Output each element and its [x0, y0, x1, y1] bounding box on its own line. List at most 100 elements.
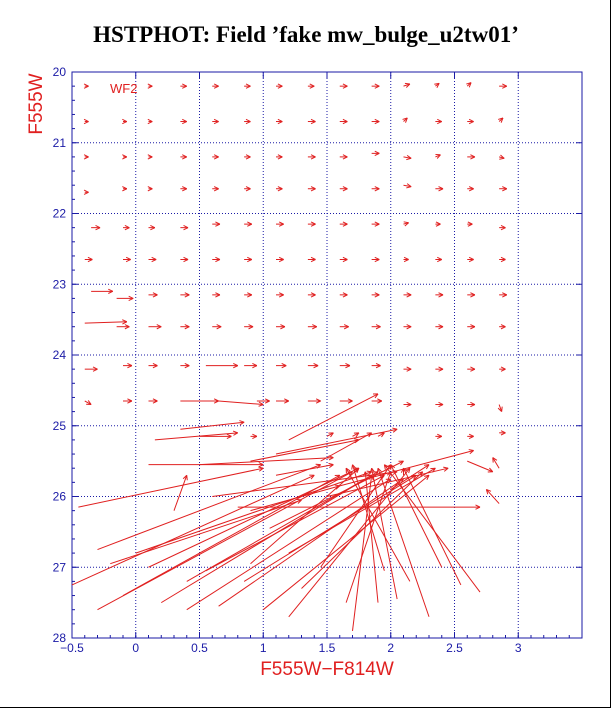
- arrow-mark: [237, 504, 481, 510]
- arrow-mark: [307, 118, 316, 125]
- arrow-mark: [180, 420, 245, 430]
- arrow-mark: [402, 117, 408, 123]
- arrow-mark: [256, 398, 270, 404]
- arrow-mark: [180, 362, 190, 369]
- arrow-mark: [244, 83, 251, 89]
- arrow-field: [71, 82, 507, 631]
- arrow-mark: [147, 118, 153, 125]
- arrow-mark: [123, 398, 133, 404]
- arrow-mark: [403, 366, 412, 372]
- x-tick-label: 1: [260, 641, 267, 655]
- arrow-mark: [499, 83, 507, 89]
- y-tick-label: 25: [53, 419, 67, 433]
- arrow-mark: [122, 154, 128, 160]
- arrow-mark: [307, 154, 316, 160]
- arrow-mark: [403, 256, 409, 263]
- arrow-mark: [154, 430, 239, 441]
- arrow-mark: [466, 82, 472, 88]
- y-tick-label: 26: [53, 490, 67, 504]
- arrow-mark: [250, 467, 360, 565]
- arrow-mark: [320, 432, 373, 462]
- arrow-mark: [276, 324, 286, 330]
- arrow-mark: [212, 154, 219, 160]
- arrow-mark: [122, 186, 128, 192]
- arrow-mark: [339, 292, 348, 298]
- panel-label: WF2: [110, 81, 137, 96]
- arrow-mark: [371, 362, 381, 369]
- arrow-mark: [275, 462, 334, 476]
- arrow-mark: [122, 474, 341, 596]
- arrow-mark: [371, 324, 381, 330]
- arrow-mark: [173, 474, 188, 511]
- arrow-mark: [244, 256, 252, 263]
- arrow-mark: [244, 362, 258, 369]
- arrow-mark: [435, 401, 444, 408]
- arrow-mark: [212, 256, 221, 263]
- arrow-mark: [467, 256, 474, 263]
- x-tick-label: 0: [132, 641, 139, 655]
- arrow-mark: [276, 154, 283, 160]
- arrow-mark: [435, 292, 444, 298]
- arrow-mark: [339, 256, 348, 263]
- arrow-mark: [212, 292, 221, 298]
- arrow-mark: [91, 225, 101, 231]
- arrow-mark: [339, 186, 348, 192]
- arrow-mark: [180, 324, 190, 330]
- y-tick-label: 20: [53, 65, 67, 79]
- arrow-mark: [276, 118, 283, 125]
- arrow-mark: [148, 292, 158, 298]
- arrow-mark: [467, 154, 476, 160]
- arrow-mark: [244, 324, 254, 330]
- arrow-mark: [435, 186, 444, 192]
- arrow-mark: [180, 186, 187, 192]
- arrow-mark: [307, 256, 316, 263]
- arrow-mark: [307, 83, 315, 89]
- arrow-mark: [180, 118, 187, 125]
- arrow-mark: [83, 154, 89, 160]
- arrow-mark: [376, 467, 430, 617]
- arrow-mark: [499, 256, 506, 263]
- arrow-mark: [288, 393, 379, 441]
- y-tick-label: 22: [53, 207, 67, 221]
- x-axis-label: F555W−F814W: [260, 659, 394, 680]
- arrow-mark: [180, 292, 190, 298]
- arrow-mark: [371, 398, 383, 404]
- arrow-mark: [212, 221, 221, 227]
- y-axis-label: F555W: [26, 73, 47, 134]
- arrow-mark: [180, 225, 189, 231]
- arrow-mark: [83, 189, 89, 195]
- arrow-mark: [339, 154, 348, 160]
- x-tick-label: 0.5: [191, 641, 208, 655]
- arrow-mark: [307, 324, 318, 330]
- arrow-mark: [467, 186, 474, 192]
- arrow-mark: [377, 432, 385, 438]
- arrow-mark: [307, 292, 316, 298]
- arrow-mark: [435, 154, 441, 159]
- arrow-mark: [276, 256, 284, 263]
- chart-title: HSTPHOT: Field ’fake mw_bulge_u2tw01’: [93, 22, 519, 47]
- arrow-mark: [307, 186, 316, 192]
- arrow-mark: [403, 292, 412, 298]
- arrow-mark: [435, 366, 444, 372]
- arrow-mark: [276, 292, 284, 298]
- arrow-mark: [390, 464, 430, 490]
- arrow-mark: [371, 150, 380, 156]
- arrow-mark: [403, 183, 412, 189]
- arrow-mark: [135, 470, 372, 554]
- arrow-mark: [148, 225, 156, 231]
- arrow-mark: [352, 432, 360, 438]
- arrow-mark: [351, 464, 385, 571]
- arrow-mark: [307, 398, 321, 404]
- arrow-mark: [498, 154, 505, 160]
- arrow-mark: [403, 154, 412, 161]
- arrow-mark: [275, 427, 398, 455]
- arrow-mark: [147, 154, 153, 160]
- arrow-mark: [435, 118, 442, 125]
- arrow-mark: [212, 324, 222, 330]
- arrow-mark: [199, 433, 232, 439]
- arrow-mark: [122, 118, 128, 125]
- arrow-mark: [123, 256, 131, 263]
- arrow-mark: [84, 319, 128, 325]
